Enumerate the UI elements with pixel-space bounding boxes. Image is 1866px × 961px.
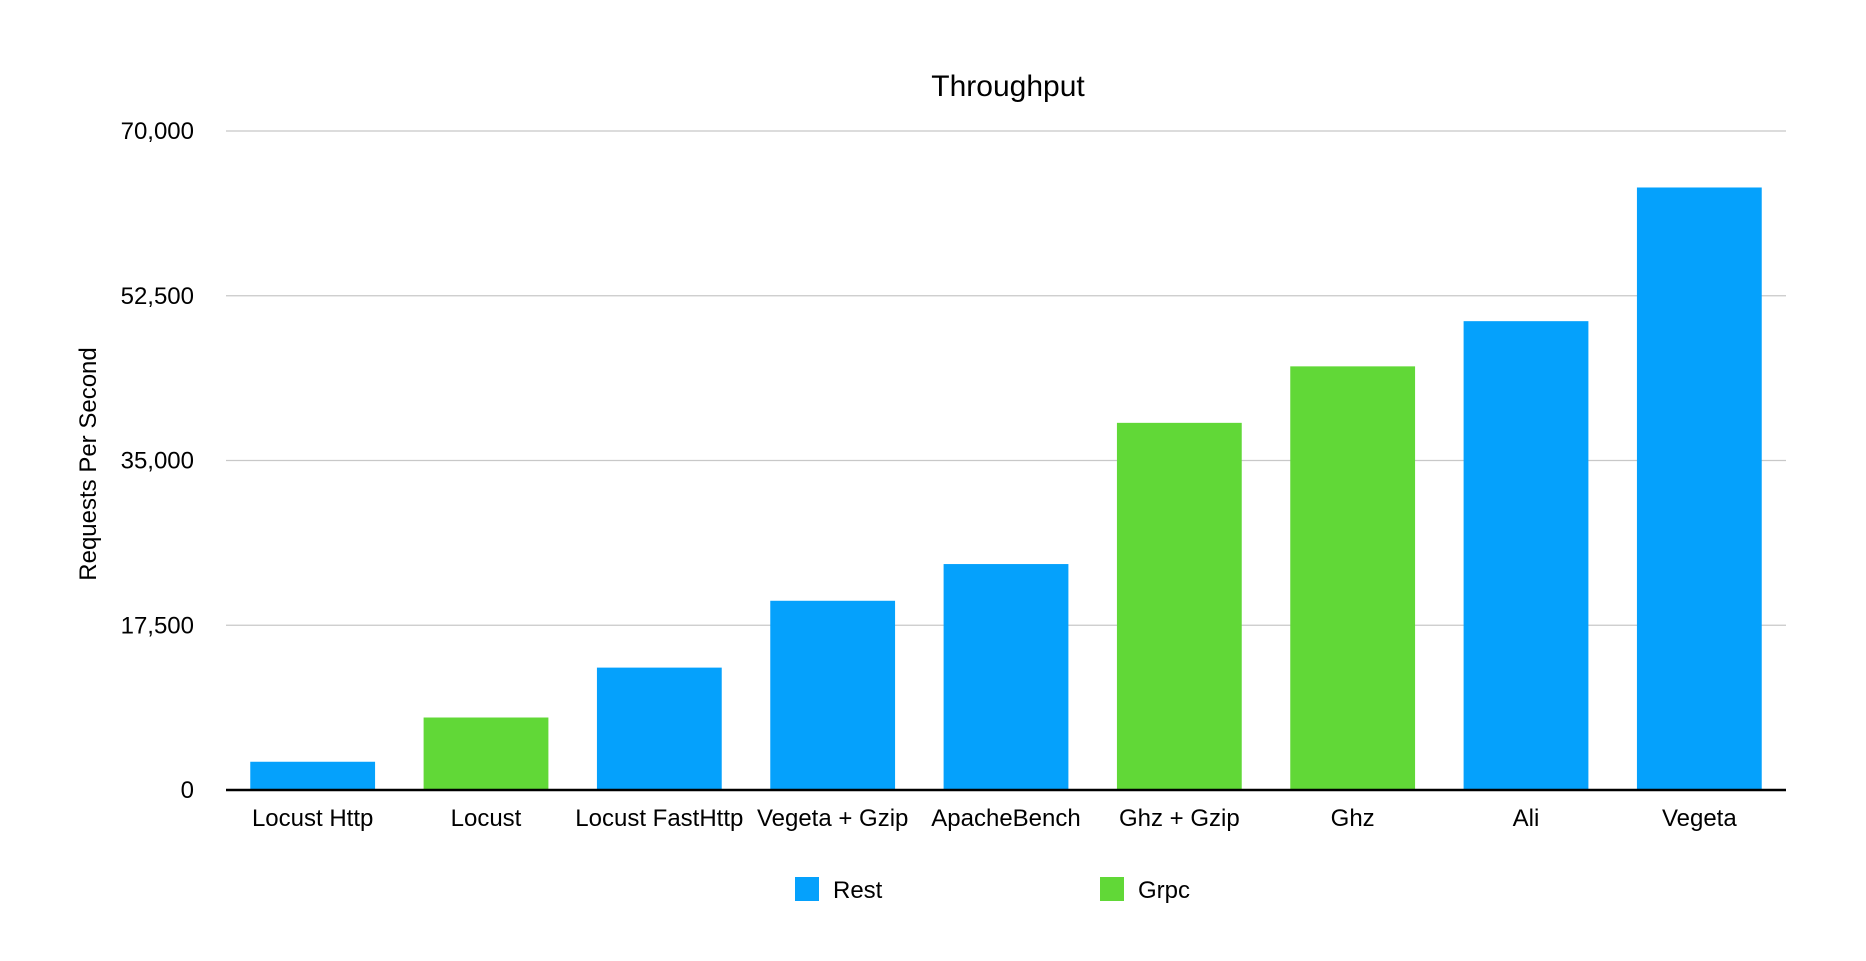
legend-swatch-rest (795, 877, 819, 901)
bar-vegeta (1636, 187, 1762, 790)
bar-ghz (1290, 366, 1416, 790)
bar-vegeta-gzip (770, 600, 896, 790)
legend: Rest Grpc (795, 877, 1190, 904)
legend-label-rest: Rest (833, 877, 883, 904)
bar-locust (423, 717, 549, 790)
y-axis-ticks: 0 17,500 35,000 52,500 70,000 (121, 118, 194, 804)
x-tick-label: Ghz + Gzip (1119, 805, 1240, 832)
bar-ghz-gzip (1116, 422, 1242, 790)
bar-locust-http (250, 761, 376, 790)
bars (250, 187, 1762, 790)
legend-swatch-grpc (1100, 877, 1124, 901)
x-tick-label: Ghz (1331, 805, 1375, 832)
x-tick-label: ApacheBench (931, 805, 1080, 832)
x-tick-label: Vegeta + Gzip (757, 805, 908, 832)
x-tick-label: Locust FastHttp (575, 805, 743, 832)
y-tick-label: 35,000 (121, 448, 194, 475)
y-axis-title: Requests Per Second (75, 347, 102, 580)
x-tick-label: Vegeta (1662, 805, 1737, 832)
bar-apachebench (943, 564, 1069, 790)
bar-ali (1463, 321, 1589, 790)
x-axis-categories: Locust Http Locust Locust FastHttp Vegeta +… (252, 805, 1737, 832)
y-tick-label: 52,500 (121, 283, 194, 310)
x-tick-label: Locust (451, 805, 522, 832)
chart-title: Throughput (931, 70, 1085, 103)
y-tick-label: 70,000 (121, 118, 194, 145)
legend-label-grpc: Grpc (1138, 877, 1190, 904)
y-tick-label: 0 (181, 777, 194, 804)
x-tick-label: Ali (1513, 805, 1540, 832)
bar-locust-fasthttp (596, 667, 722, 790)
x-tick-label: Locust Http (252, 805, 373, 832)
y-tick-label: 17,500 (121, 612, 194, 639)
